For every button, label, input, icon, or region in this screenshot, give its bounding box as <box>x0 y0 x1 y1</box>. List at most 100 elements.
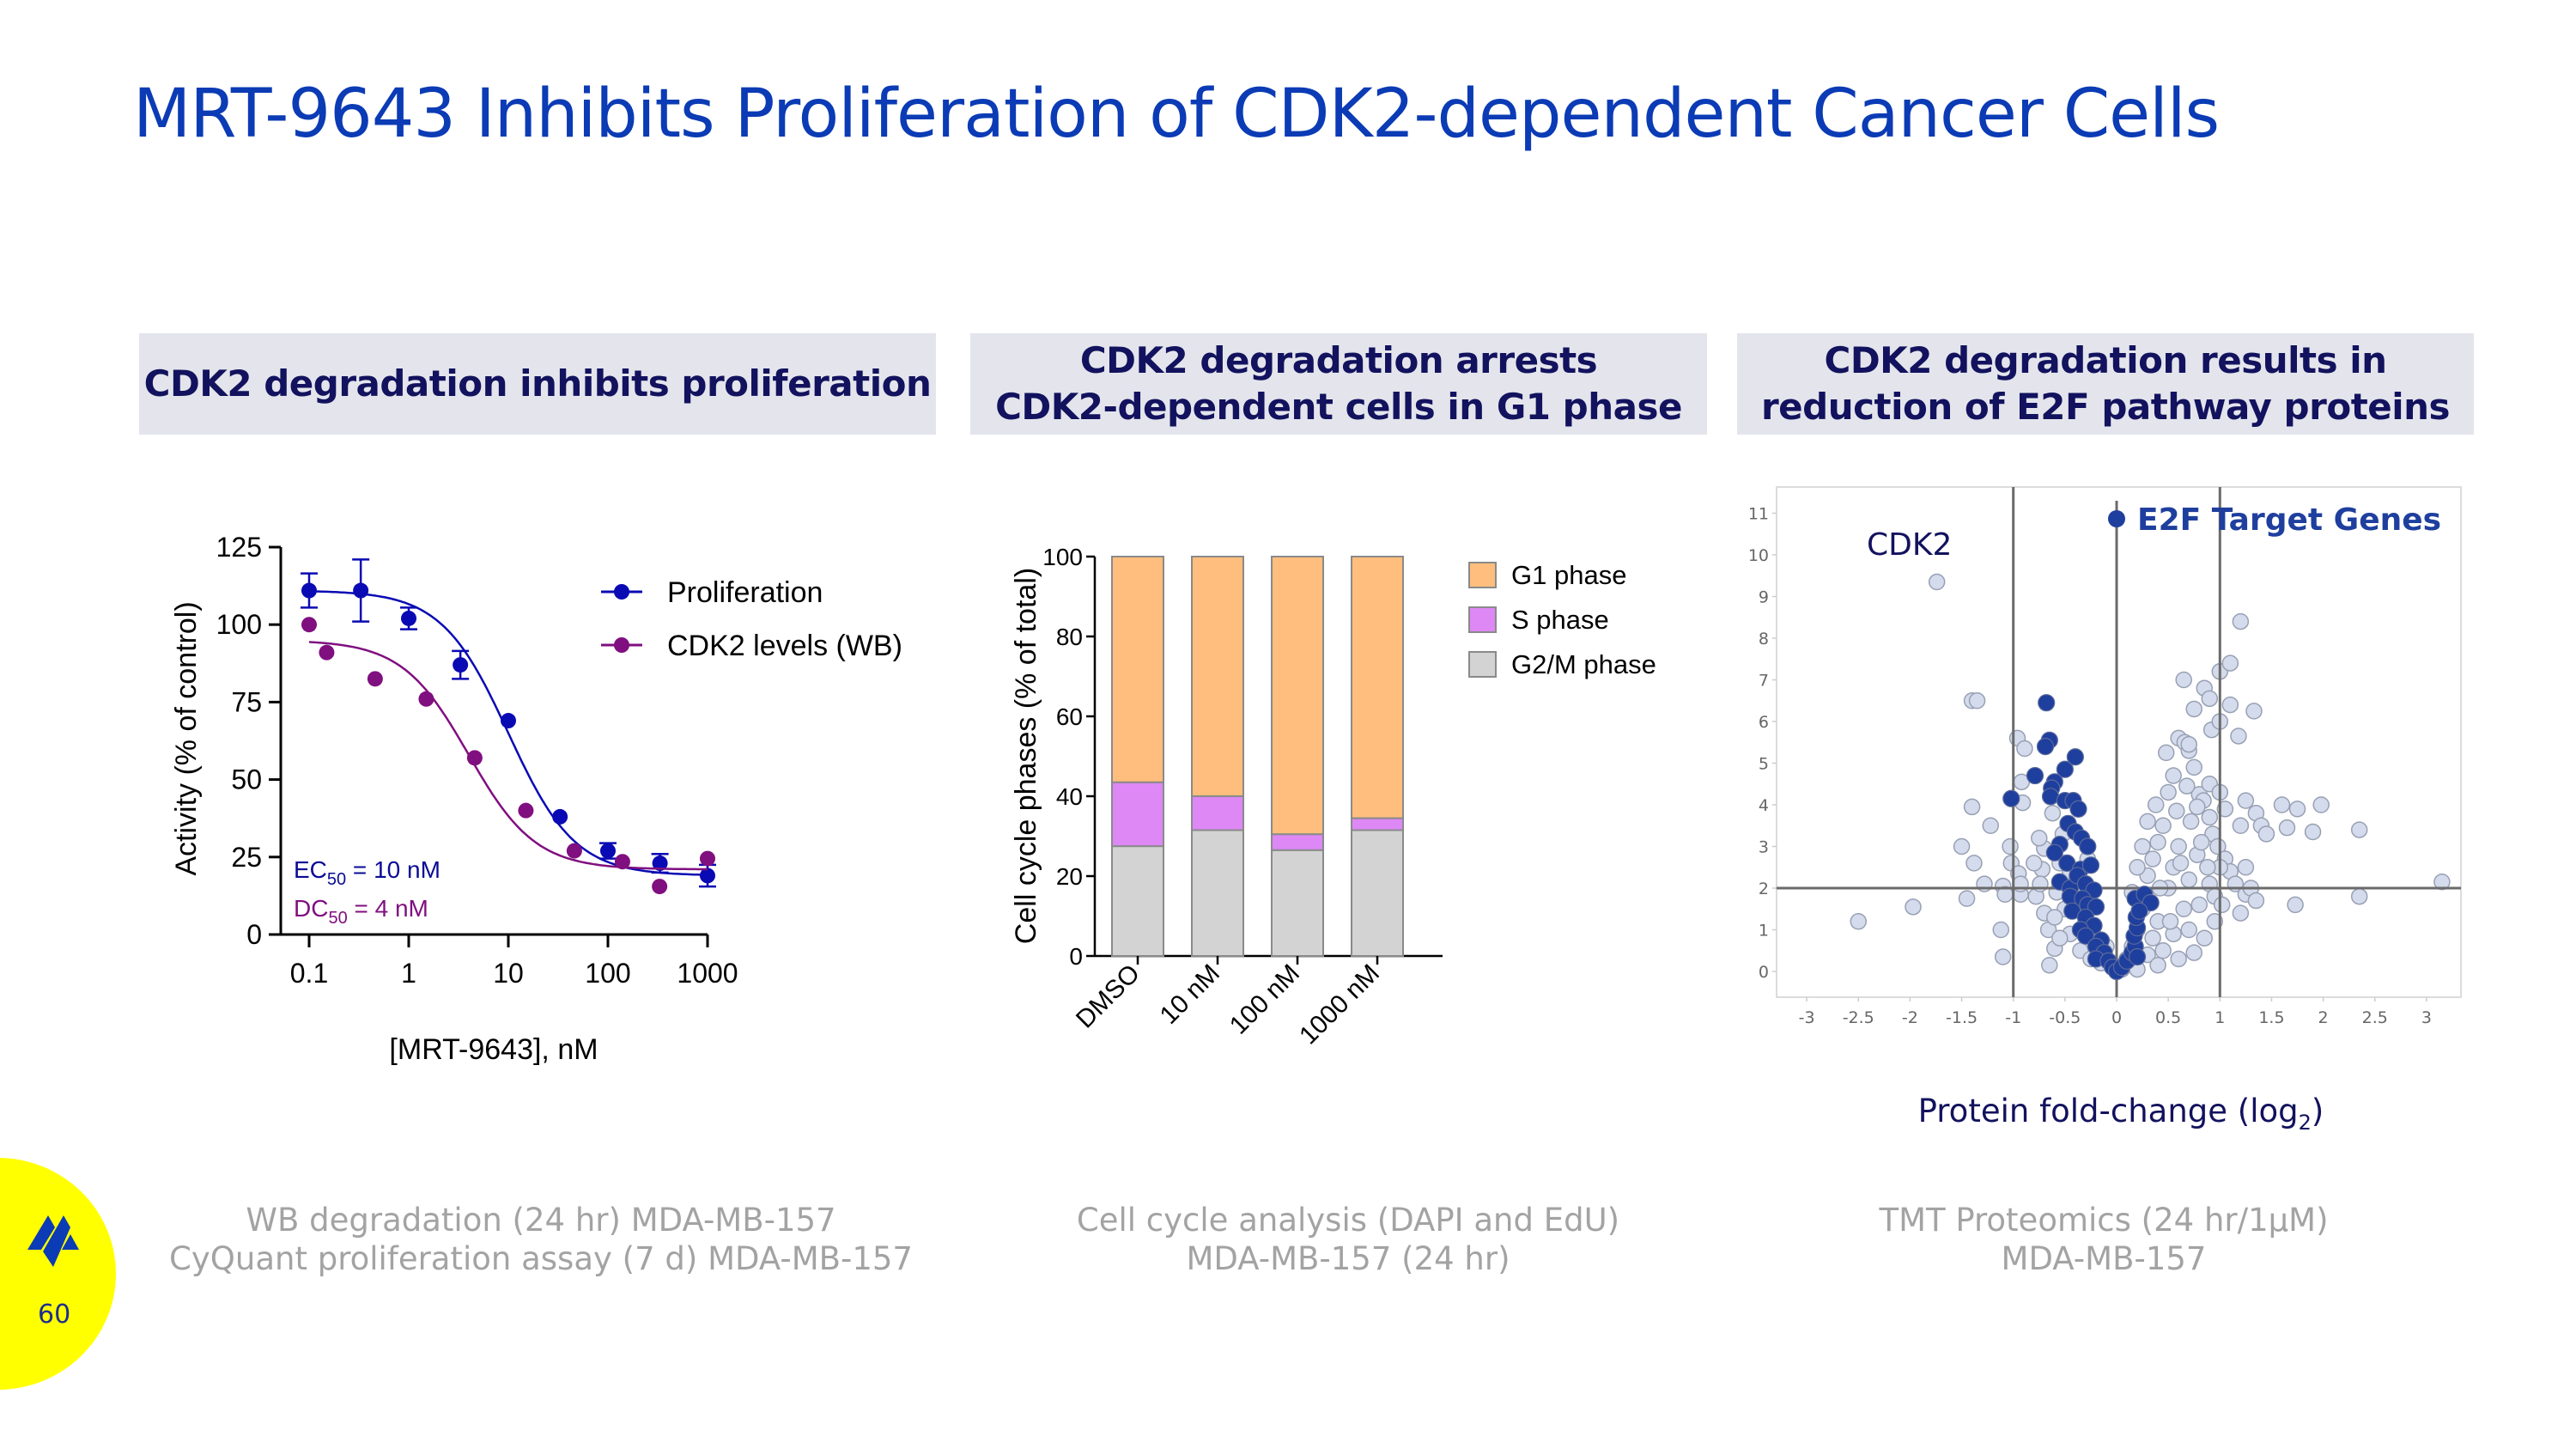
protein-point <box>2232 817 2250 834</box>
protein-point <box>2245 703 2263 720</box>
panel-heading-proliferation: CDK2 degradation inhibits proliferation <box>139 333 936 435</box>
protein-point <box>2213 896 2231 914</box>
protein-point <box>1953 837 1971 855</box>
y-axis-label: Activity (% of control) <box>170 601 203 875</box>
e2f-point <box>2002 789 2020 807</box>
y-tick-label: 60 <box>1056 703 1083 730</box>
legend-marker <box>614 637 629 653</box>
x-tick-label: 1.5 <box>2258 1008 2284 1027</box>
y-tick-label: 0 <box>1759 963 1769 982</box>
e2f-point <box>2081 856 2100 874</box>
protein-point <box>2230 728 2247 745</box>
x-tick-label: -3 <box>1799 1008 1815 1027</box>
protein-point <box>2144 850 2161 868</box>
x-tick-label: -0.5 <box>2049 1008 2081 1027</box>
protein-point <box>2312 796 2330 813</box>
protein-point <box>2139 813 2156 831</box>
data-point <box>552 808 568 825</box>
e2f-point <box>2056 760 2074 778</box>
ec50-annotation: EC50 = 10 nM <box>294 856 440 889</box>
panel-heading-e2f: CDK2 degradation results in reduction of… <box>1737 333 2474 435</box>
bar-segment-g2-m-phase <box>1111 845 1164 957</box>
protein-point <box>2026 855 2043 872</box>
e2f-point <box>2041 788 2060 806</box>
bar-segment-g2-m-phase <box>1351 829 1404 958</box>
x-tick-label: 100 <box>585 958 630 989</box>
x-tick-label: 10 <box>493 958 524 989</box>
data-point <box>652 879 668 895</box>
panel-heading-text: CDK2 degradation results in reduction of… <box>1760 339 2451 428</box>
legend-swatch <box>1468 562 1497 588</box>
protein-point <box>2175 900 2192 917</box>
company-logo-icon <box>27 1215 79 1267</box>
y-tick-label: 1 <box>1759 922 1769 941</box>
x-axis-label: Protein fold-change (log2) <box>1918 1093 2324 1135</box>
x-tick-label: 1000 <box>677 958 738 989</box>
e2f-point <box>2069 800 2087 818</box>
x-axis-label: [MRT-9643], nM <box>389 1033 598 1066</box>
protein-point <box>2189 798 2206 816</box>
legend-marker <box>614 584 629 600</box>
bar-segment-g1-phase <box>1351 556 1404 819</box>
protein-point <box>2149 956 2166 974</box>
y-tick-label: 11 <box>1748 505 1769 524</box>
protein-point <box>2172 855 2190 872</box>
plot-frame <box>1776 486 2462 998</box>
data-point <box>700 850 715 867</box>
data-point <box>301 582 317 599</box>
panel-heading-text: CDK2 degradation arrests CDK2-dependent … <box>995 339 1682 428</box>
x-tick-label: 2.5 <box>2362 1008 2388 1027</box>
protein-point <box>2051 929 2069 947</box>
y-tick-label: 25 <box>231 842 262 873</box>
y-tick-label: 80 <box>1056 624 1083 650</box>
protein-point <box>2237 859 2255 876</box>
protein-point <box>2149 833 2166 851</box>
protein-point <box>2161 913 2179 930</box>
bar-segment-g1-phase <box>1271 556 1324 836</box>
page-number: 60 <box>38 1300 71 1330</box>
protein-point <box>2433 873 2451 891</box>
legend-label: G1 phase <box>1511 560 1626 590</box>
bar-segment-g1-phase <box>1191 556 1244 797</box>
y-tick-label: 50 <box>231 764 262 795</box>
e2f-point <box>2038 694 2056 712</box>
e2f-point <box>2045 843 2063 861</box>
protein-point <box>1958 890 1976 907</box>
protein-point <box>2016 740 2033 758</box>
panel-heading-cell-cycle: CDK2 degradation arrests CDK2-dependent … <box>970 333 1707 435</box>
protein-point <box>2221 696 2239 714</box>
y-tick-label: 0 <box>1069 943 1083 970</box>
cdk2-annotation: CDK2 <box>1867 527 1952 563</box>
protein-point <box>2160 783 2177 801</box>
protein-point <box>2178 777 2196 795</box>
x-tick-label: 0 <box>2111 1008 2122 1027</box>
data-point <box>652 855 668 872</box>
protein-point <box>2216 801 2234 818</box>
x-tick-label: 2 <box>2318 1008 2329 1027</box>
legend-marker <box>2108 510 2125 527</box>
protein-point <box>2304 823 2322 841</box>
protein-point <box>2175 671 2192 689</box>
protein-point <box>1968 692 1986 709</box>
data-point <box>401 610 416 626</box>
protein-point <box>2185 758 2202 776</box>
y-tick-label: 20 <box>1056 863 1083 890</box>
protein-point <box>2180 735 2197 753</box>
protein-point <box>1963 798 1981 816</box>
y-tick-label: 100 <box>1042 544 1083 570</box>
y-tick-label: 6 <box>1759 713 1769 732</box>
protein-point <box>2201 808 2219 826</box>
protein-point <box>2041 956 2058 974</box>
x-tick-label: 0.5 <box>2155 1008 2181 1027</box>
y-axis-label: Cell cycle phases (% of total) <box>1010 568 1042 944</box>
protein-point <box>2144 929 2161 947</box>
x-tick-label: -1 <box>2005 1008 2021 1027</box>
protein-point <box>2273 796 2291 813</box>
bar-segment-g2-m-phase <box>1191 829 1244 958</box>
protein-point <box>2154 942 2172 959</box>
data-point <box>319 644 335 661</box>
legend-swatch <box>1468 651 1497 678</box>
data-point <box>418 691 434 707</box>
protein-point <box>2199 859 2216 876</box>
